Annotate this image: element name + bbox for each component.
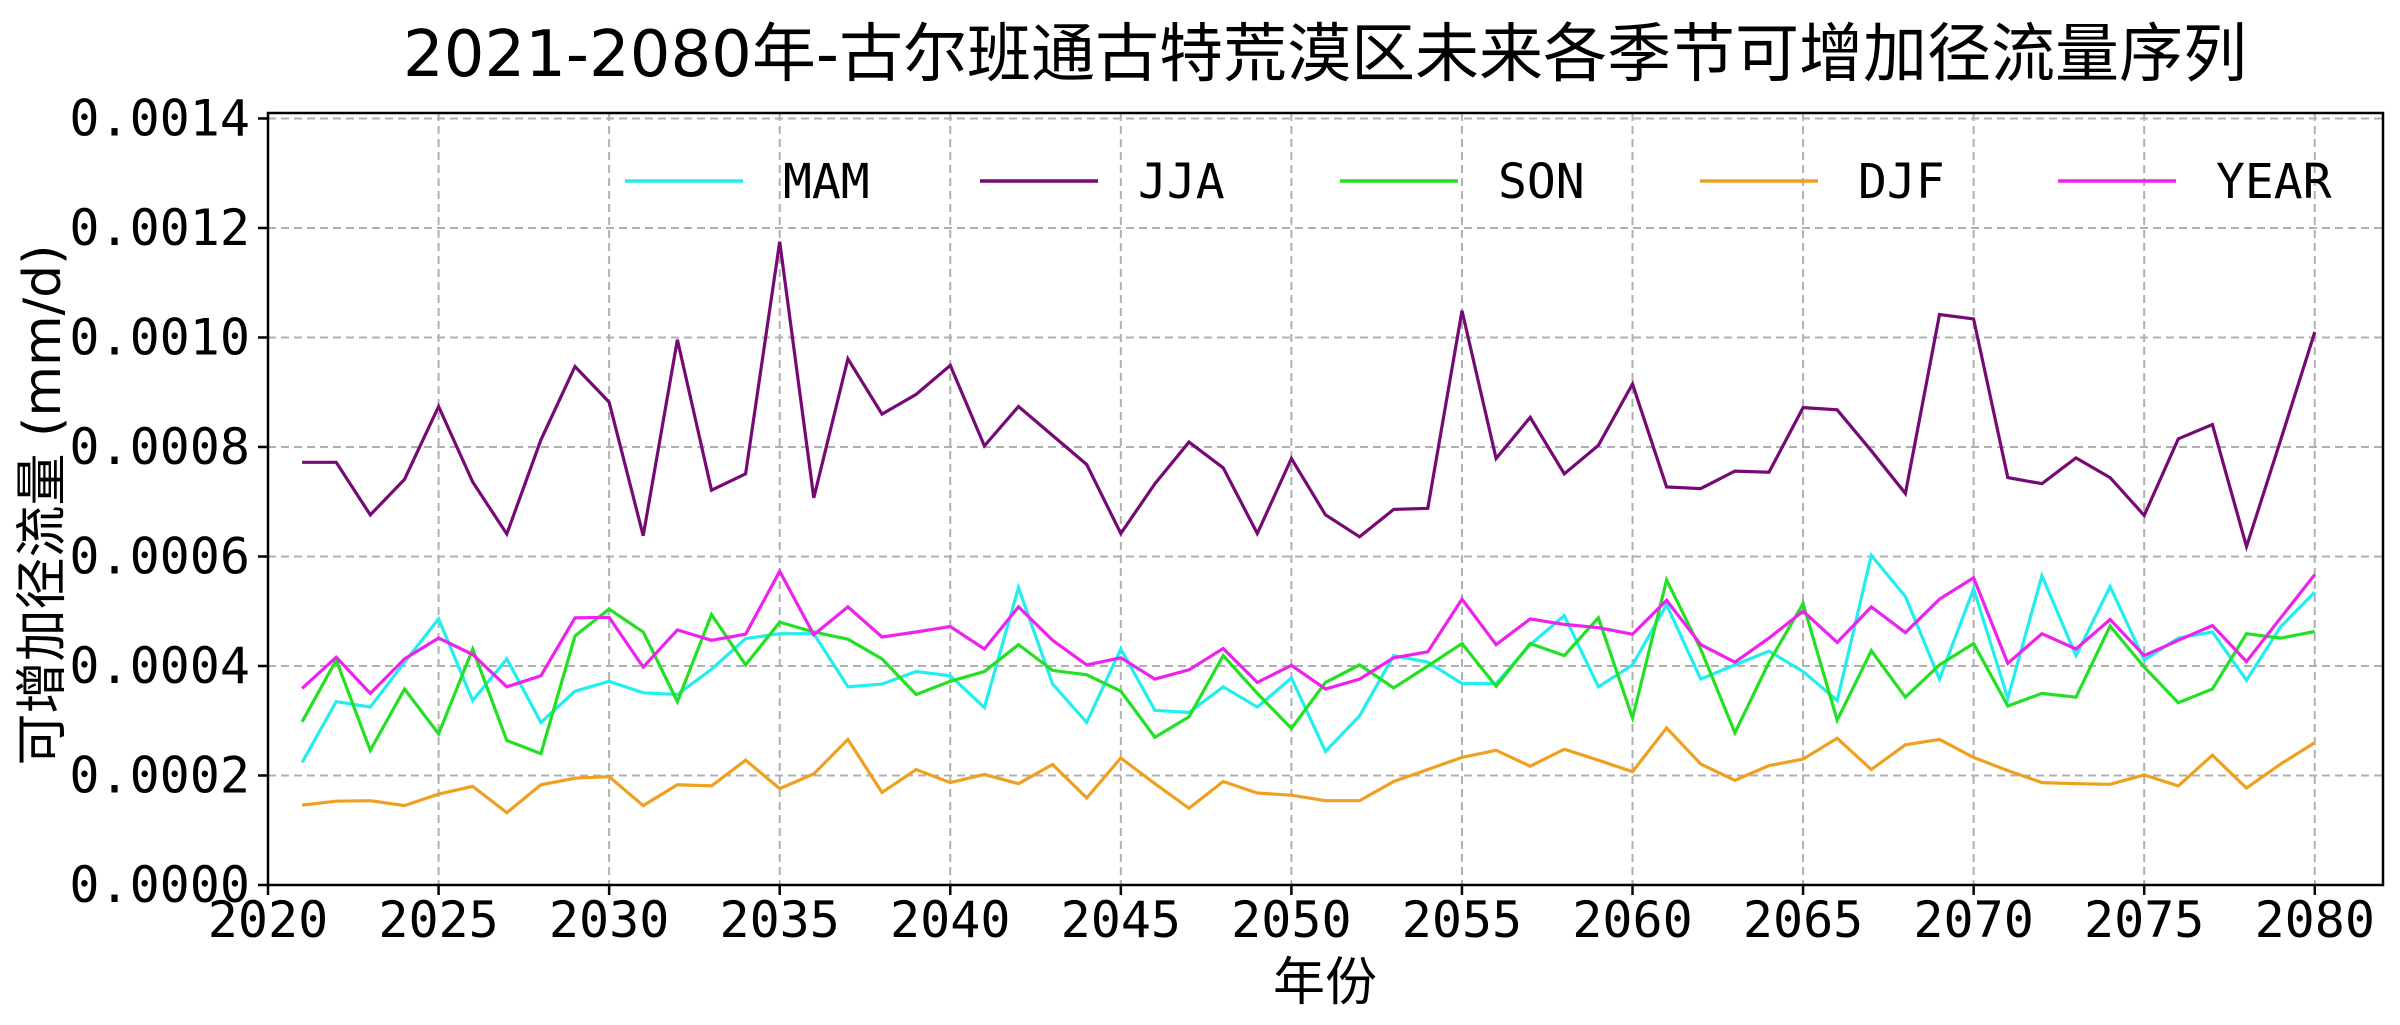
x-tick-label: 2070: [1913, 891, 2033, 949]
y-tick-label: 0.0014: [69, 89, 250, 147]
x-tick-label: 2065: [1743, 891, 1863, 949]
series-line-son: [300, 575, 2316, 756]
x-tick-label: 2045: [1061, 891, 1181, 949]
x-tick-label: 2020: [208, 891, 328, 949]
x-tick-label: 2030: [549, 891, 669, 949]
series-lines: [300, 241, 2317, 815]
y-tick-label: 0.0004: [69, 637, 250, 695]
x-tick-label: 2055: [1402, 891, 1522, 949]
legend-item-djf: DJF: [1700, 154, 1945, 210]
x-tick-label: 2075: [2084, 891, 2204, 949]
x-tick-label: 2080: [2255, 891, 2375, 949]
chart-title: 2021-2080年-古尔班通古特荒漠区未来各季节可增加径流量序列: [403, 18, 2247, 92]
series-line-year: [301, 567, 2317, 696]
legend-label: MAM: [783, 154, 870, 210]
legend-label: DJF: [1858, 154, 1945, 210]
legend-label: YEAR: [2216, 154, 2332, 210]
legend: MAM JJA SON DJF YEAR: [625, 154, 2332, 210]
y-tick-label: 0.0000: [69, 856, 250, 914]
y-axis-label: 可增加径流量 (mm/d): [13, 245, 73, 766]
series-line-djf: [301, 725, 2316, 815]
x-tick-label: 2025: [378, 891, 498, 949]
legend-item-son: SON: [1340, 154, 1585, 210]
x-tick-label: 2060: [1572, 891, 1692, 949]
y-axis-ticks: 0.0000 0.0002 0.0004 0.0006 0.0008 0.0010 0.00…: [69, 89, 268, 914]
y-tick-label: 0.0002: [69, 746, 250, 804]
plot-frame: [266, 111, 2385, 887]
legend-label: JJA: [1138, 154, 1225, 210]
x-tick-label: 2040: [890, 891, 1010, 949]
legend-item-mam: MAM: [625, 154, 870, 210]
series-line-mam: [300, 551, 2316, 764]
y-tick-label: 0.0008: [69, 418, 250, 476]
x-axis-ticks: 2020 2025 2030 2035 2040 2045 2050 2055 2060 2065…: [208, 885, 2375, 949]
series-line-jja: [302, 241, 2317, 553]
legend-item-year: YEAR: [2058, 154, 2332, 210]
x-axis-label: 年份: [1273, 953, 1377, 1013]
grid: [267, 113, 2383, 886]
legend-item-jja: JJA: [980, 154, 1225, 210]
y-tick-label: 0.0012: [69, 199, 250, 257]
x-tick-label: 2035: [719, 891, 839, 949]
x-tick-label: 2050: [1231, 891, 1351, 949]
legend-label: SON: [1498, 154, 1585, 210]
y-tick-label: 0.0010: [69, 308, 250, 366]
y-tick-label: 0.0006: [69, 527, 250, 585]
